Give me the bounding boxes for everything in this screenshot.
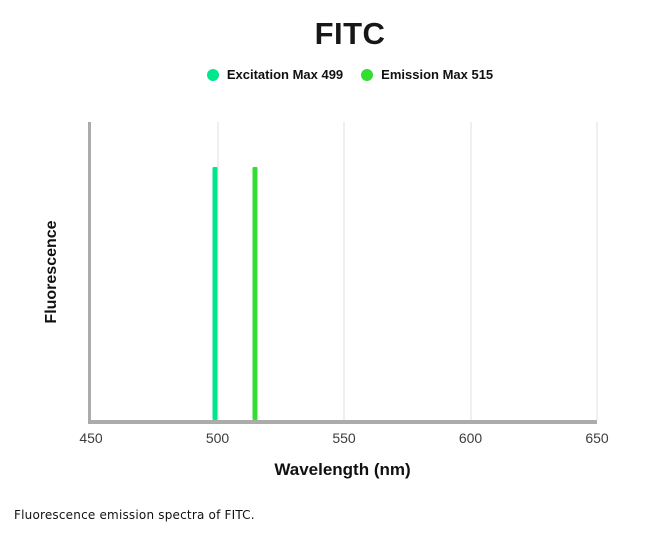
series-peak-line-0	[212, 166, 218, 420]
x-tick-500: 500	[205, 430, 230, 446]
legend-dot-icon	[206, 68, 219, 81]
gridline-650	[596, 122, 598, 420]
figure-caption: Fluorescence emission spectra of FITC.	[14, 508, 255, 522]
plot-area	[88, 122, 598, 424]
legend-label: Excitation Max 499	[226, 67, 344, 82]
x-tick-650: 650	[585, 430, 609, 446]
y-axis-label: Fluorescence	[43, 220, 60, 324]
series-peak-line-1	[252, 166, 258, 420]
x-tick-550: 550	[332, 430, 356, 446]
legend-label: Emission Max 515	[381, 67, 494, 82]
x-axis-ticks: 450 500 550 600 650	[79, 430, 608, 448]
x-axis-label: Wavelength (nm)	[274, 460, 411, 479]
x-tick-600: 600	[458, 430, 483, 446]
gridline-500	[216, 122, 219, 420]
chart-title: FITC	[314, 16, 386, 51]
legend-dot-icon	[361, 68, 374, 81]
legend-item-1: Emission Max 515	[361, 67, 493, 82]
gridline-600	[469, 122, 472, 420]
legend: Excitation Max 499 Emission Max 515	[50, 67, 650, 82]
gridline-550	[343, 122, 345, 420]
x-tick-450: 450	[79, 430, 103, 446]
legend-item-0: Excitation Max 499	[206, 67, 344, 82]
